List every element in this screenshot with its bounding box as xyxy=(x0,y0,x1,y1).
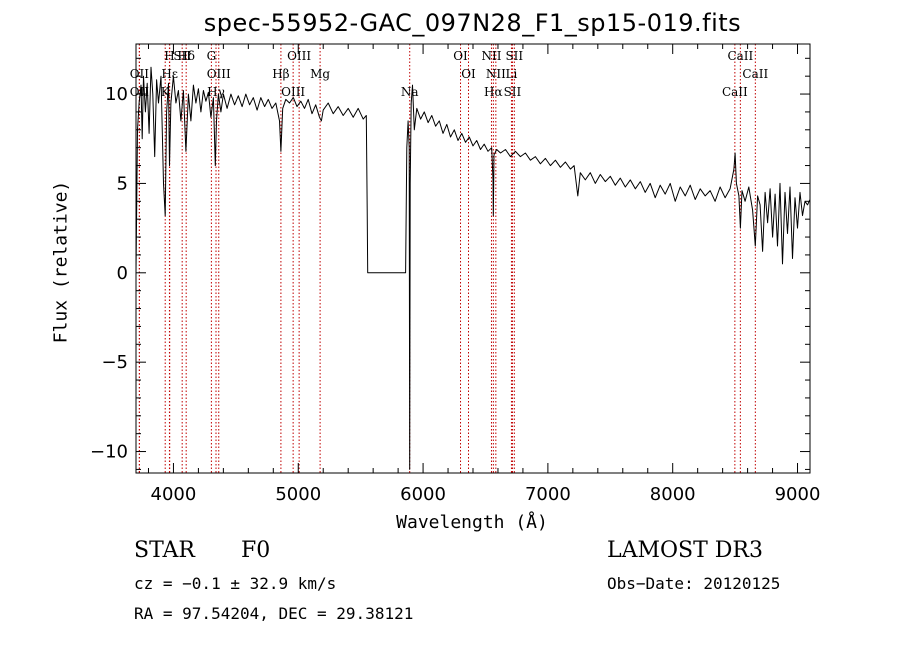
y-tick-label: 5 xyxy=(117,173,128,194)
line-label-sii: SII xyxy=(505,49,523,63)
x-tick-label: 7000 xyxy=(525,484,571,505)
spectral-line-markers xyxy=(138,44,756,473)
spectrum-line-0 xyxy=(135,66,811,470)
line-label-na: Na xyxy=(401,85,419,99)
line-label-nii: NII xyxy=(481,49,501,63)
line-label-mg: Mg xyxy=(310,67,330,81)
line-label-hε: Hε xyxy=(161,67,178,81)
object-class: STAR xyxy=(134,538,195,563)
line-label-sii: SII xyxy=(173,49,191,63)
y-tick-label: 0 xyxy=(117,263,128,284)
line-label-oii: OII xyxy=(130,67,150,81)
x-axis-label: Wavelength (Å) xyxy=(396,512,548,533)
line-label-oiii: OIII xyxy=(281,85,305,99)
x-tick-label: 6000 xyxy=(400,484,446,505)
spectrum-series xyxy=(135,66,811,470)
line-label-nii: NII xyxy=(486,67,506,81)
line-label-oi: OI xyxy=(453,49,468,63)
axis-tick-labels: 4000 5000 6000 7000 8000 9000 −10 −5 0 5 10 xyxy=(90,84,820,505)
object-subclass: F0 xyxy=(241,538,271,563)
x-tick-label: 9000 xyxy=(775,484,821,505)
line-label-caii: CaII xyxy=(742,67,768,81)
chart-title: spec-55952-GAC_097N28_F1_sp15-019.fits xyxy=(203,9,742,37)
x-tick-label: 4000 xyxy=(151,484,197,505)
line-label-k: K xyxy=(161,85,171,99)
x-tick-label: 5000 xyxy=(275,484,321,505)
survey-name: LAMOST DR3 xyxy=(607,538,763,563)
line-label-oii: OII xyxy=(130,85,150,99)
y-tick-label: −5 xyxy=(101,352,128,373)
plot-frame xyxy=(135,43,811,474)
line-label-oiii: OIII xyxy=(287,49,311,63)
line-label-caii: CaII xyxy=(722,85,748,99)
redshift-cz: cz = −0.1 ± 32.9 km/s xyxy=(134,574,337,593)
line-label-oiii: OIII xyxy=(207,67,231,81)
line-label-hα: Hα xyxy=(484,85,503,99)
observation-date: Obs−Date: 20120125 xyxy=(607,574,781,593)
line-label-oi: OI xyxy=(461,67,476,81)
line-label-sii: SII xyxy=(504,85,522,99)
y-axis-label: Flux (relative) xyxy=(50,180,72,344)
axis-ticks xyxy=(136,44,810,473)
line-label-li: Li xyxy=(506,67,518,81)
line-label-h: H xyxy=(164,49,174,63)
y-tick-label: −10 xyxy=(90,442,128,463)
line-label-caii: CaII xyxy=(727,49,753,63)
y-tick-label: 10 xyxy=(105,84,128,105)
spectral-line-labels: Hδ Hε K H OII OII SII OIII Hγ G Hβ OIII OIII Mg Na OI OI… xyxy=(130,49,769,99)
line-label-hγ: Hγ xyxy=(207,85,225,99)
x-tick-label: 8000 xyxy=(650,484,696,505)
coordinates: RA = 97.54204, DEC = 29.38121 xyxy=(134,604,414,623)
line-label-g: G xyxy=(207,49,217,63)
line-label-hβ: Hβ xyxy=(272,67,289,81)
line-label-hδ: Hδ xyxy=(177,49,195,63)
